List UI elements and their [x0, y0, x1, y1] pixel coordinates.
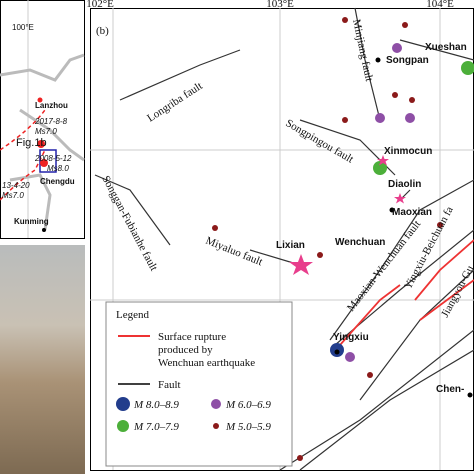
legend-text: Wenchuan earthquake — [158, 357, 255, 369]
legend-text: produced by — [158, 344, 213, 356]
place: Lixian — [276, 240, 305, 251]
panel-label: (b) — [96, 25, 109, 37]
quake-date: 13-4-20 — [2, 181, 30, 190]
legend-text: Surface rupture — [158, 331, 226, 343]
quake-date: 2008-5-12 — [34, 154, 72, 163]
legend: Legend Surface rupture produced by Wench… — [105, 301, 293, 467]
quake-mag: Ms7.0 — [2, 191, 24, 200]
place: Xueshan — [425, 42, 467, 53]
box-label: Fig.1b — [16, 137, 47, 149]
city: Chengdu — [40, 177, 75, 186]
place: Songpan — [386, 55, 429, 66]
city: Lanzhou — [35, 101, 68, 110]
lon-label: 103°E — [266, 0, 294, 10]
place: Diaolin — [388, 179, 421, 190]
epicenters — [212, 17, 474, 461]
lon-label: 102°E — [86, 0, 114, 10]
legend-text: M 8.0–8.9 — [133, 399, 179, 411]
lon-label: 104°E — [426, 0, 454, 10]
place: Chen- — [436, 384, 464, 395]
inset-lon: 100°E — [12, 23, 34, 32]
place: Wenchuan — [335, 237, 385, 248]
legend-title: Legend — [116, 309, 149, 321]
place: Maoxian — [392, 207, 432, 218]
legend-text: M 5.0–5.9 — [225, 421, 271, 433]
city: Kunming — [14, 217, 49, 226]
photo — [0, 245, 85, 474]
quake-date: 2017-8-8 — [34, 117, 68, 126]
place: Yingxiu — [333, 332, 369, 343]
place: Xinmocun — [384, 146, 432, 157]
legend-text: M 7.0–7.9 — [133, 421, 179, 433]
quake-mag: Ms7.0 — [35, 127, 57, 136]
inset-map: 100°E Lanzhou Chengdu Kunming 2017-8-8 M… — [0, 0, 85, 239]
legend-text: Fault — [158, 379, 181, 391]
legend-text: M 6.0–6.9 — [225, 399, 271, 411]
quake-mag: Ms8.0 — [47, 164, 69, 173]
